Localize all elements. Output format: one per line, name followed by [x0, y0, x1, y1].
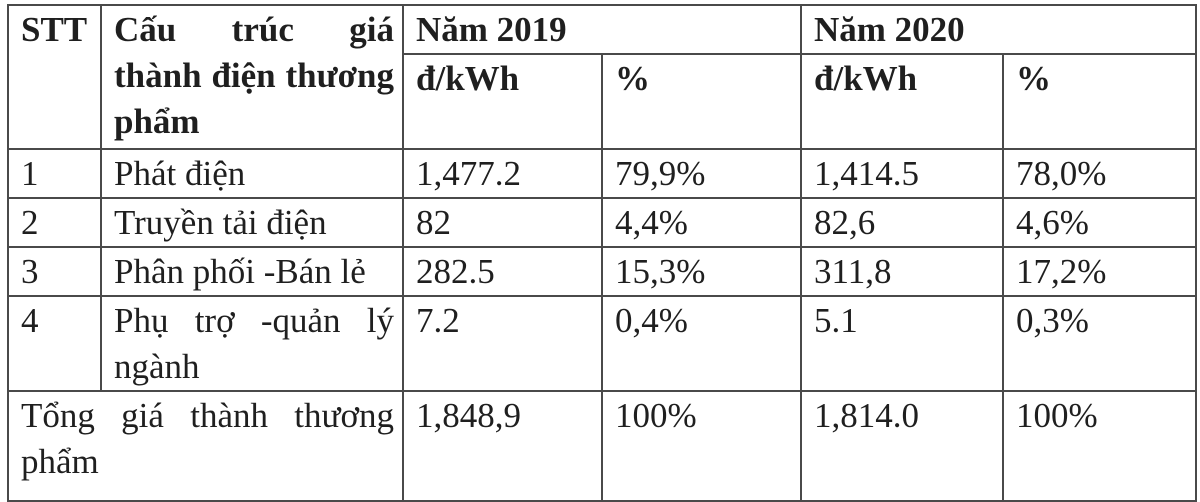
header-cell-structure: Cấu trúc giá thành điện thương phẩm	[100, 4, 404, 150]
cell-percent-2019: 79,9%	[601, 148, 802, 199]
total-label-line-2: phẩm	[21, 442, 99, 481]
cell-percent-2020: 17,2%	[1002, 246, 1197, 297]
cell-stt: 3	[7, 246, 102, 297]
cell-price-2020: 311,8	[800, 246, 1004, 297]
table-row-total: Tổng giá thành thương phẩm 1,848,9 100% …	[7, 390, 1197, 502]
cell-price-2019: 282.5	[402, 246, 603, 297]
header-cell-year-2019: Năm 2019	[402, 4, 802, 55]
cell-price-2020: 1,414.5	[800, 148, 1004, 199]
table-row-1: 1 Phát điện 1,477.2 79,9% 1,414.5 78,0%	[7, 148, 1197, 199]
header-cell-percent-2020: %	[1002, 53, 1197, 150]
cell-total-percent-2020: 100%	[1002, 390, 1197, 502]
cell-price-2019: 82	[402, 197, 603, 248]
header-row-years: STT Cấu trúc giá thành điện thương phẩm …	[7, 4, 1197, 150]
header-cell-price-2020: đ/kWh	[800, 53, 1004, 150]
year-2020-label: Năm 2020	[814, 10, 965, 49]
cell-price-2020: 5.1	[800, 295, 1004, 392]
cell-name: Phát điện	[100, 148, 404, 199]
header-structure-line-3: phẩm	[114, 102, 200, 141]
header-cell-stt: STT	[7, 4, 102, 150]
header-cell-year-2020: Năm 2020	[800, 4, 1197, 55]
cell-percent-2019: 15,3%	[601, 246, 802, 297]
total-label-line-1: Tổng giá thành thương	[21, 396, 394, 435]
cell-name: Phụ trợ -quản lý ngành	[100, 295, 404, 392]
cell-name-line-2: ngành	[114, 347, 200, 386]
table-row-4: 4 Phụ trợ -quản lý ngành 7.2 0,4% 5.1 0,…	[7, 295, 1197, 392]
document-page: { "colors": { "border": "#4a4a4a", "text…	[7, 4, 1197, 502]
cell-price-2020: 82,6	[800, 197, 1004, 248]
cell-name: Truyền tải điện	[100, 197, 404, 248]
header-row-units: đ/kWh % đ/kWh %	[8, 53, 1197, 150]
cell-name: Phân phối -Bán lẻ	[100, 246, 404, 297]
cell-name-line-1: Phụ trợ -quản lý	[114, 301, 394, 340]
cell-stt: 4	[7, 295, 102, 392]
header-structure-line-1: Cấu trúc giá	[114, 10, 394, 49]
table-row-3: 3 Phân phối -Bán lẻ 282.5 15,3% 311,8 17…	[7, 246, 1197, 297]
year-2019-label: Năm 2019	[416, 10, 567, 49]
cell-total-percent-2019: 100%	[601, 390, 802, 502]
header-cell-percent-2019: %	[601, 53, 802, 150]
cell-stt: 1	[7, 148, 102, 199]
cell-total-price-2020: 1,814.0	[800, 390, 1004, 502]
cell-percent-2020: 0,3%	[1002, 295, 1197, 392]
cost-structure-table: STT Cấu trúc giá thành điện thương phẩm …	[7, 4, 1197, 502]
cell-percent-2019: 0,4%	[601, 295, 802, 392]
cell-price-2019: 7.2	[402, 295, 603, 392]
cell-percent-2019: 4,4%	[601, 197, 802, 248]
cell-total-label: Tổng giá thành thương phẩm	[7, 390, 404, 502]
header-stt-label: STT	[21, 10, 88, 49]
cell-stt: 2	[7, 197, 102, 248]
cell-percent-2020: 78,0%	[1002, 148, 1197, 199]
header-structure-line-2: thành điện thương	[114, 56, 394, 95]
cell-price-2019: 1,477.2	[402, 148, 603, 199]
table-row-2: 2 Truyền tải điện 82 4,4% 82,6 4,6%	[7, 197, 1197, 248]
cell-total-price-2019: 1,848,9	[402, 390, 603, 502]
header-cell-price-2019: đ/kWh	[402, 53, 603, 150]
cell-percent-2020: 4,6%	[1002, 197, 1197, 248]
